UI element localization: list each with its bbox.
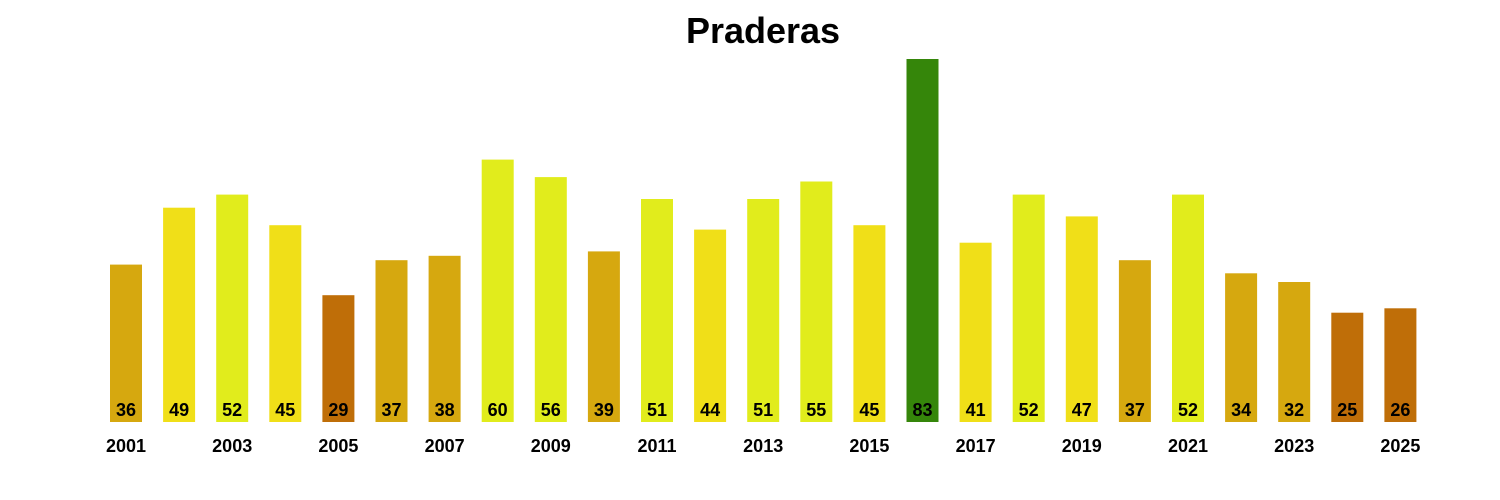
value-label-2016: 83 [912, 400, 932, 420]
x-tick-label-2015: 2015 [849, 436, 889, 456]
value-label-2011: 51 [647, 400, 667, 420]
bar-2007 [428, 255, 461, 422]
value-label-2007: 38 [435, 400, 455, 420]
value-label-2015: 45 [859, 400, 879, 420]
bar-2022 [1225, 273, 1258, 422]
value-label-2013: 51 [753, 400, 773, 420]
bar-2004 [269, 225, 302, 422]
x-tick-label-2011: 2011 [637, 436, 676, 456]
bar-2011 [641, 199, 673, 422]
bar-2023 [1278, 282, 1311, 422]
bar-2016 [906, 59, 939, 422]
bar-2021 [1172, 194, 1204, 422]
value-label-2022: 34 [1231, 400, 1251, 420]
x-tick-label-2007: 2007 [425, 436, 465, 456]
bar-2012 [694, 229, 727, 422]
x-axis-ticks: 2001 2003 2005 2007 2009 2011 2013 2015 2017 2019… [106, 436, 1420, 456]
x-tick-label-2017: 2017 [956, 436, 996, 456]
chart-title: Praderas [685, 10, 841, 51]
x-tick-label-2025: 2025 [1380, 436, 1420, 456]
bars-group [110, 59, 1417, 422]
bar-2017 [959, 242, 992, 422]
value-label-2018: 52 [1019, 400, 1039, 420]
x-tick-label-2023: 2023 [1274, 436, 1314, 456]
bar-2015 [853, 225, 886, 422]
value-label-2009: 56 [541, 400, 561, 420]
value-label-2004: 45 [275, 400, 295, 420]
bar-2019 [1065, 216, 1098, 422]
x-tick-label-2003: 2003 [212, 436, 252, 456]
value-label-2005: 29 [328, 400, 348, 420]
value-labels-group: 36 49 52 45 29 37 38 60 56 39 51 44 51 55 45 83 41 52 47 37… [116, 400, 1410, 420]
value-label-2024: 25 [1337, 400, 1357, 420]
bar-2020 [1118, 260, 1151, 422]
value-label-2014: 55 [806, 400, 826, 420]
value-label-2006: 37 [381, 400, 401, 420]
x-tick-label-2005: 2005 [318, 436, 358, 456]
bar-2002 [163, 207, 196, 422]
bar-2014 [800, 181, 833, 422]
bar-2024 [1331, 312, 1364, 422]
bar-2013 [747, 199, 780, 422]
x-tick-label-2013: 2013 [743, 436, 783, 456]
bar-2006 [375, 260, 408, 422]
x-tick-label-2021: 2021 [1168, 436, 1208, 456]
value-label-2002: 49 [169, 400, 189, 420]
value-label-2008: 60 [488, 400, 508, 420]
value-label-2020: 37 [1125, 400, 1145, 420]
value-label-2023: 32 [1284, 400, 1304, 420]
x-tick-label-2001: 2001 [106, 436, 146, 456]
bar-2003 [216, 194, 249, 422]
bar-2005 [322, 295, 355, 422]
x-tick-label-2019: 2019 [1062, 436, 1102, 456]
bar-2025 [1384, 308, 1417, 422]
value-label-2019: 47 [1072, 400, 1092, 420]
value-label-2012: 44 [700, 400, 720, 420]
value-label-2001: 36 [116, 400, 136, 420]
bar-2010 [587, 251, 620, 422]
value-label-2025: 26 [1390, 400, 1410, 420]
value-label-2003: 52 [222, 400, 242, 420]
value-label-2017: 41 [966, 400, 986, 420]
bar-2018 [1012, 194, 1045, 422]
value-label-2021: 52 [1178, 400, 1198, 420]
bar-2001 [110, 264, 142, 422]
x-tick-label-2009: 2009 [531, 436, 571, 456]
bar-2008 [481, 159, 514, 422]
bar-2009 [534, 177, 567, 422]
value-label-2010: 39 [594, 400, 614, 420]
